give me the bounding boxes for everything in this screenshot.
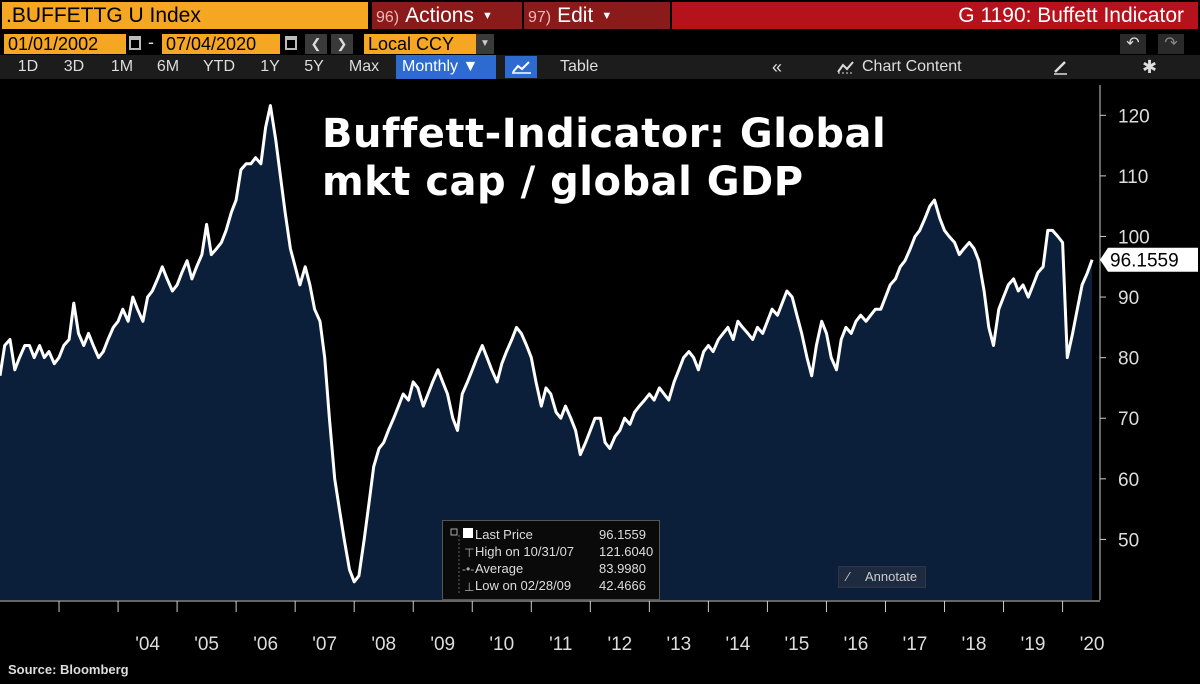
next-period-button[interactable]: ❯ [331,34,353,54]
actions-caret-icon: ▼ [482,10,493,22]
undo-icon[interactable]: ↶ [1120,34,1146,54]
chart-toolbar: 1D 3D 1M 6M YTD 1Y 5Y Max Monthly ▼ Tabl… [0,55,1200,79]
collapse-icon[interactable]: « [772,57,783,77]
series-line [0,104,1094,584]
legend-last-label: Last Price [475,527,533,542]
range-ytd[interactable]: YTD [203,58,235,75]
x-tick-label-'07: '07 [312,634,337,655]
end-calendar-icon[interactable] [285,36,297,50]
legend-last-swatch [463,528,473,538]
y-tick-label-80: 80 [1118,349,1139,370]
range-5y[interactable]: 5Y [304,58,324,75]
last-value-tag [1100,247,1198,272]
buffett-indicator-chart: 50 60 70 80 90 100 110 120 '04 '05 '06 '07 '08 '09 '10… [0,85,1198,655]
title-bar: .BUFFETTG U Index 96) Actions ▼ 97) Edit ▼ G… [0,0,1200,31]
periodicity-caret-icon: ▼ [462,58,479,75]
legend-average-value: 83.9980 [599,561,646,576]
range-1d[interactable]: 1D [17,58,39,75]
edit-label: Edit [557,4,594,27]
chart-area: 50 60 70 80 90 100 110 120 '04 '05 '06 '07 '08 '09 '10… [0,80,1200,684]
periodicity-select[interactable]: Monthly ▼ [396,55,496,79]
annotate-pen-icon: ⁄ [847,569,850,584]
chart-title-line1: Buffett-Indicator: Global [322,111,887,157]
x-tick-label-'16: '16 [844,634,869,655]
start-date-input[interactable]: 01/01/2002 [4,34,126,54]
area-fill [0,105,1093,600]
range-3d[interactable]: 3D [63,58,85,75]
edit-shortcut: 97) [528,9,552,26]
y-tick-label-60: 60 [1118,470,1139,491]
y-tick-label-110: 110 [1118,167,1148,188]
currency-select[interactable]: Local CCY [364,34,476,54]
actions-label: Actions [405,4,474,27]
function-title: G 1190: Buffett Indicator [672,2,1198,29]
edit-menu-button[interactable]: 97) Edit ▼ [524,2,670,29]
x-tick-label-'06: '06 [253,634,278,655]
y-tick-label-100: 100 [1118,227,1150,248]
actions-shortcut: 96) [376,9,400,26]
date-separator: - [148,32,154,52]
table-button[interactable]: Table [560,58,599,75]
x-tick-label-'09: '09 [430,634,455,655]
redo-icon[interactable]: ↷ [1158,34,1184,54]
x-tick-label-'04: '04 [135,634,160,655]
legend-high-value: 121.6040 [599,544,654,559]
x-tick-label-'20: '20 [1080,634,1105,655]
legend-average-symbol: -•- [462,562,474,576]
x-tick-label-'12: '12 [607,634,632,655]
date-controls: 01/01/2002 - 07/04/2020 ❮ ❯ Local CCY ▼ … [0,32,1200,55]
currency-dropdown-icon[interactable]: ▼ [476,34,494,54]
chart-title: Buffett-Indicator: Global mkt cap / glob… [322,110,886,206]
x-tick-label-'08: '08 [371,634,396,655]
legend-high-symbol: ⊤ [464,546,474,560]
range-max[interactable]: Max [348,58,380,75]
x-tick-label-'15: '15 [785,634,810,655]
annotate-label: Annotate [865,569,918,584]
start-calendar-icon[interactable] [129,36,141,50]
legend-box: Last Price 96.1559 High on 10/31/07 121.… [442,520,660,600]
x-tick-label-'14: '14 [726,634,751,655]
chart-content-button[interactable]: Chart Content [862,58,962,75]
x-tick-label-'05: '05 [194,634,219,655]
y-tick-label-70: 70 [1118,409,1139,430]
legend-low-label: Low on 02/28/09 [475,578,572,593]
source-note: Source: Bloomberg [8,662,129,677]
x-tick-label-'19: '19 [1021,634,1046,655]
actions-menu-button[interactable]: 96) Actions ▼ [372,2,522,29]
legend-high-label: High on 10/31/07 [475,544,575,559]
y-tick-label-50: 50 [1118,530,1139,551]
legend-low-value: 42.4666 [599,578,646,593]
chart-content-icon [836,59,856,75]
legend-icons: ⊤ -•- ⊥ [450,528,474,595]
x-tick-label-'10: '10 [489,634,514,655]
edit-pen-icon[interactable] [1052,59,1070,75]
line-chart-icon[interactable] [505,56,537,78]
last-value-label: 96.1559 [1110,251,1179,272]
gear-icon[interactable]: ✱ [1142,57,1158,77]
x-tick-label-'13: '13 [666,634,691,655]
annotate-button[interactable]: ⁄ Annotate [838,566,926,588]
ticker-field[interactable]: .BUFFETTG U Index [2,2,368,29]
legend-collapse-icon [450,528,458,536]
periodicity-label: Monthly [402,58,459,75]
chart-title-line2: mkt cap / global GDP [322,159,804,205]
y-tick-label-120: 120 [1118,106,1150,127]
range-1y[interactable]: 1Y [260,58,280,75]
end-date-input[interactable]: 07/04/2020 [162,34,280,54]
legend-last-value: 96.1559 [599,527,646,542]
x-tick-label-'17: '17 [903,634,928,655]
legend-average-label: Average [475,561,524,576]
range-1m[interactable]: 1M [110,58,134,75]
x-tick-label-'11: '11 [549,634,572,655]
range-6m[interactable]: 6M [156,58,180,75]
edit-caret-icon: ▼ [601,10,613,22]
x-tick-label-'18: '18 [962,634,987,655]
legend-low-symbol: ⊥ [464,580,474,594]
prev-period-button[interactable]: ❮ [305,34,327,54]
y-tick-label-90: 90 [1118,288,1139,309]
